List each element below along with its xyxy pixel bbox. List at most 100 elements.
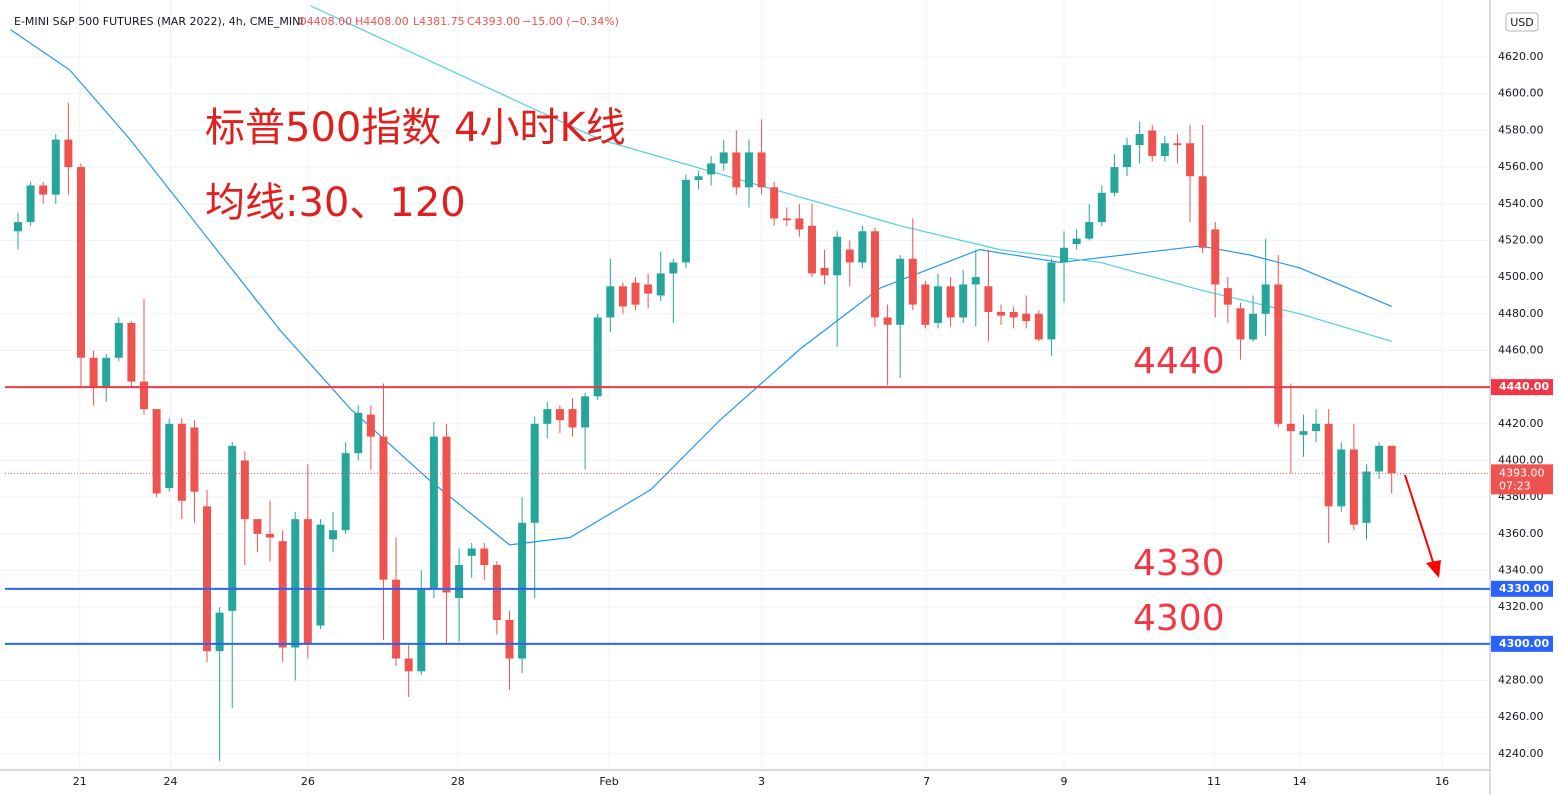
candle-body (908, 258, 917, 305)
candle-body (555, 409, 564, 421)
candle-body (593, 317, 602, 397)
candle-body (1085, 222, 1094, 239)
y-tick-label: 4620.00 (1498, 50, 1544, 63)
candle-body (114, 322, 123, 358)
candle-body (921, 284, 930, 325)
x-tick-label: 9 (1061, 775, 1068, 788)
candle-body (467, 548, 476, 556)
candle-body (933, 286, 942, 323)
y-tick-label: 4480.00 (1498, 307, 1544, 320)
candle-body (102, 357, 111, 388)
y-tick-label: 4520.00 (1498, 233, 1544, 246)
candle-body (266, 533, 275, 538)
candle-body (946, 286, 955, 318)
candle-body (1047, 262, 1056, 340)
candle-body (492, 564, 501, 621)
x-tick-label: 7 (923, 775, 930, 788)
x-tick-label: 21 (73, 775, 87, 788)
last-price-box (1491, 464, 1553, 495)
candle-body (1337, 449, 1346, 507)
x-tick-label: 26 (301, 775, 315, 788)
ohlc-low: L4381.75 (413, 15, 465, 28)
candle-body (1274, 284, 1283, 424)
candle-body (329, 530, 338, 540)
candle-body (770, 187, 779, 219)
candle-body (455, 564, 464, 599)
ohlc-close: C4393.00 (467, 15, 520, 28)
level-label: 4440.00 (1499, 380, 1549, 393)
candle-body (581, 396, 590, 428)
candle-body (644, 284, 653, 294)
currency[interactable]: USD (1510, 16, 1534, 29)
candle-body (669, 262, 678, 274)
candle-body (1312, 423, 1321, 432)
y-tick-label: 4260.00 (1498, 710, 1544, 723)
candle-body (203, 506, 212, 652)
currency-badge[interactable] (1505, 12, 1539, 32)
candle-body (240, 460, 249, 520)
candle-body (959, 284, 968, 318)
candle-body (165, 423, 174, 488)
candle-body (341, 453, 350, 531)
candle-body (1072, 238, 1081, 245)
candle-body (1034, 313, 1043, 340)
ohlc-open: O4408.00 (298, 15, 352, 28)
candle-body (1110, 167, 1119, 193)
candle-body (1286, 423, 1295, 432)
candle-body (530, 423, 539, 523)
candle-body (732, 152, 741, 188)
level-annotation: 4330 (1133, 543, 1225, 584)
candle-body (1160, 143, 1169, 157)
candle-body (1375, 445, 1384, 472)
level-label-box (1491, 580, 1553, 597)
y-tick-label: 4560.00 (1498, 160, 1544, 173)
candle-body (1022, 313, 1031, 322)
arrow (1404, 474, 1435, 566)
candle-body (228, 445, 237, 611)
level-annotation: 4300 (1133, 598, 1225, 639)
candle-body (820, 267, 829, 276)
x-tick-label: 14 (1293, 775, 1307, 788)
ohlc-high: H4408.00 (355, 15, 409, 28)
y-tick-label: 4580.00 (1498, 123, 1544, 136)
candle-body (89, 357, 98, 388)
candle-body (429, 436, 438, 589)
candle-body (757, 152, 766, 188)
level-label: 4330.00 (1499, 582, 1549, 595)
y-tick-label: 4420.00 (1498, 417, 1544, 430)
candle-body (366, 414, 375, 437)
level-label: 4300.00 (1499, 637, 1549, 650)
candle-body (984, 286, 993, 312)
candle-body (1186, 143, 1195, 177)
x-tick-label: 28 (451, 775, 465, 788)
candle-body (782, 218, 791, 221)
candle-body (681, 179, 690, 263)
candle-body (140, 381, 149, 410)
x-tick-label: 16 (1435, 775, 1449, 788)
candle-body (354, 412, 363, 454)
candle-body (316, 524, 325, 626)
y-tick-label: 4600.00 (1498, 87, 1544, 100)
candle-body (1148, 130, 1157, 157)
candle-body (543, 409, 552, 424)
candle-body (26, 185, 35, 223)
candle-body (744, 152, 753, 188)
y-tick-label: 4400.00 (1498, 453, 1544, 466)
candle-body (1173, 143, 1182, 146)
candle-body (215, 612, 224, 652)
last-price-label: 4393.00 (1499, 466, 1545, 479)
level-annotation: 4440 (1133, 341, 1225, 382)
candle-body (1261, 284, 1270, 314)
candle-body (127, 322, 136, 382)
candle-body (606, 286, 615, 318)
candle-body (152, 409, 161, 494)
candle-body (971, 277, 980, 285)
candle-body (631, 282, 640, 305)
candle-body (190, 427, 199, 492)
candle-body (1123, 145, 1132, 168)
candle-body (1198, 176, 1207, 248)
y-tick-label: 4280.00 (1498, 674, 1544, 687)
candle-body (1299, 431, 1308, 435)
